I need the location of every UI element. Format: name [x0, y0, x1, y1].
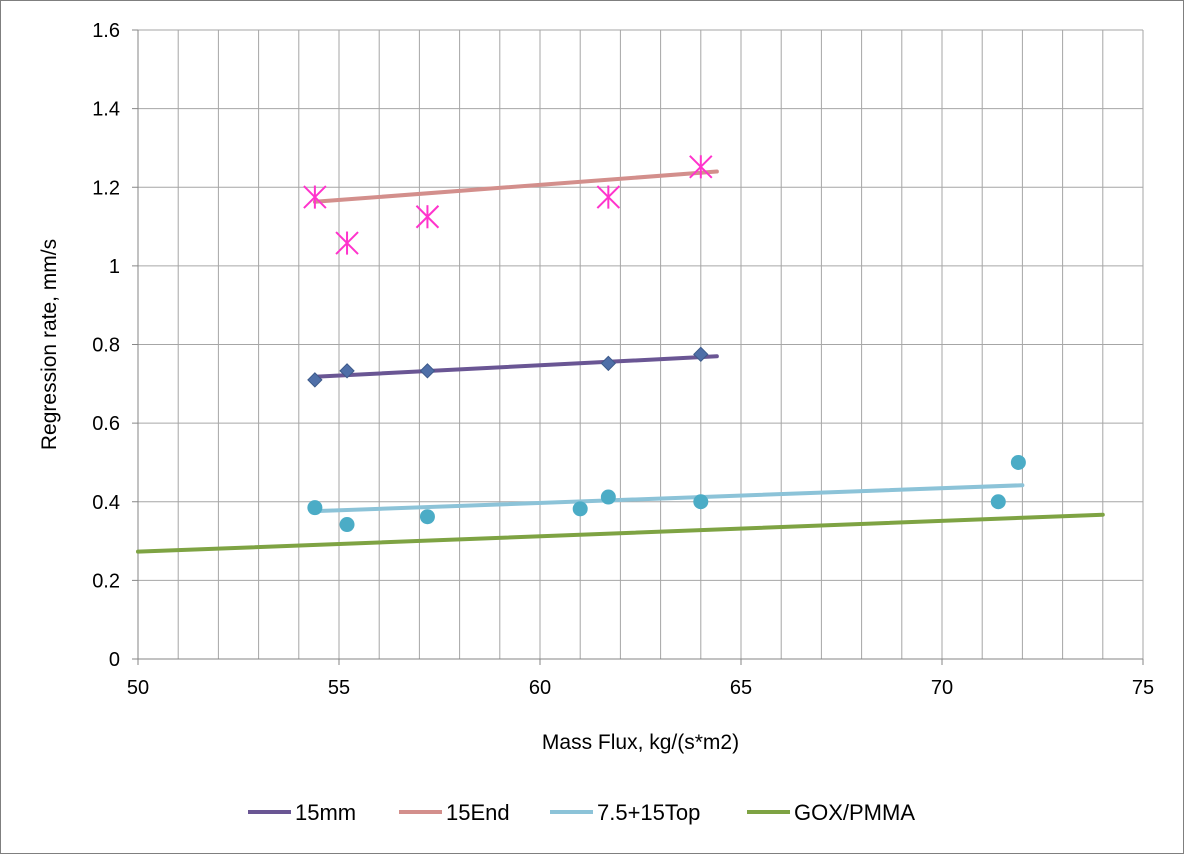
data-point-star — [303, 185, 327, 209]
y-axis-title: Regression rate, mm/s — [38, 239, 61, 450]
data-point-star — [415, 205, 440, 229]
y-tick-label: 0 — [109, 649, 120, 671]
y-tick-label: 1.6 — [92, 20, 120, 42]
data-point-circle — [1010, 454, 1026, 470]
y-tick-label: 0.8 — [92, 335, 120, 357]
data-point-diamond — [307, 372, 323, 388]
data-point-star — [335, 231, 359, 255]
data-point-diamond — [693, 346, 709, 363]
y-tick-label: 1.4 — [92, 99, 120, 121]
data-point-diamond — [419, 363, 436, 379]
x-axis-title: Mass Flux, kg/(s*m2) — [542, 731, 739, 754]
x-tick-label: 55 — [328, 677, 350, 699]
legend-label: 15mm — [295, 800, 356, 825]
x-tick-label: 65 — [730, 677, 752, 699]
series-line — [136, 512, 1105, 554]
data-point-circle — [339, 517, 355, 533]
y-tick-label: 1.2 — [92, 177, 120, 199]
data-point-star — [689, 155, 713, 179]
x-tick-label: 50 — [127, 677, 149, 699]
data-point-circle — [307, 500, 323, 516]
legend: 15mm 15End 7.5+15Top GOX/PMMA — [248, 800, 915, 825]
data-point-circle — [693, 494, 709, 510]
series-line — [312, 169, 719, 204]
series-lines — [136, 169, 1105, 554]
series-line — [312, 354, 719, 379]
data-points — [303, 155, 1026, 533]
grid — [137, 29, 1144, 660]
data-point-circle — [600, 489, 616, 505]
data-point-circle — [572, 501, 588, 517]
data-point-circle — [990, 494, 1006, 510]
y-tick-label: 0.4 — [92, 492, 120, 514]
tick-labels: 50 55 60 65 70 75 0 0.2 0.4 0.6 0.8 1 1.2 1.4 1.6 — [92, 20, 1154, 699]
data-point-circle — [419, 509, 435, 525]
x-tick-label: 75 — [1132, 677, 1154, 699]
data-point-star — [596, 185, 621, 209]
data-point-diamond — [339, 363, 355, 379]
legend-label: 15End — [446, 800, 510, 825]
legend-label: GOX/PMMA — [794, 800, 915, 825]
axes — [132, 29, 1144, 665]
y-tick-label: 0.6 — [92, 413, 120, 435]
x-tick-label: 70 — [931, 677, 953, 699]
data-point-diamond — [600, 355, 617, 372]
y-tick-label: 0.2 — [92, 570, 120, 592]
legend-label: 7.5+15Top — [597, 800, 700, 825]
series-line — [312, 483, 1025, 514]
x-tick-label: 60 — [529, 677, 551, 699]
y-tick-label: 1 — [109, 256, 120, 278]
